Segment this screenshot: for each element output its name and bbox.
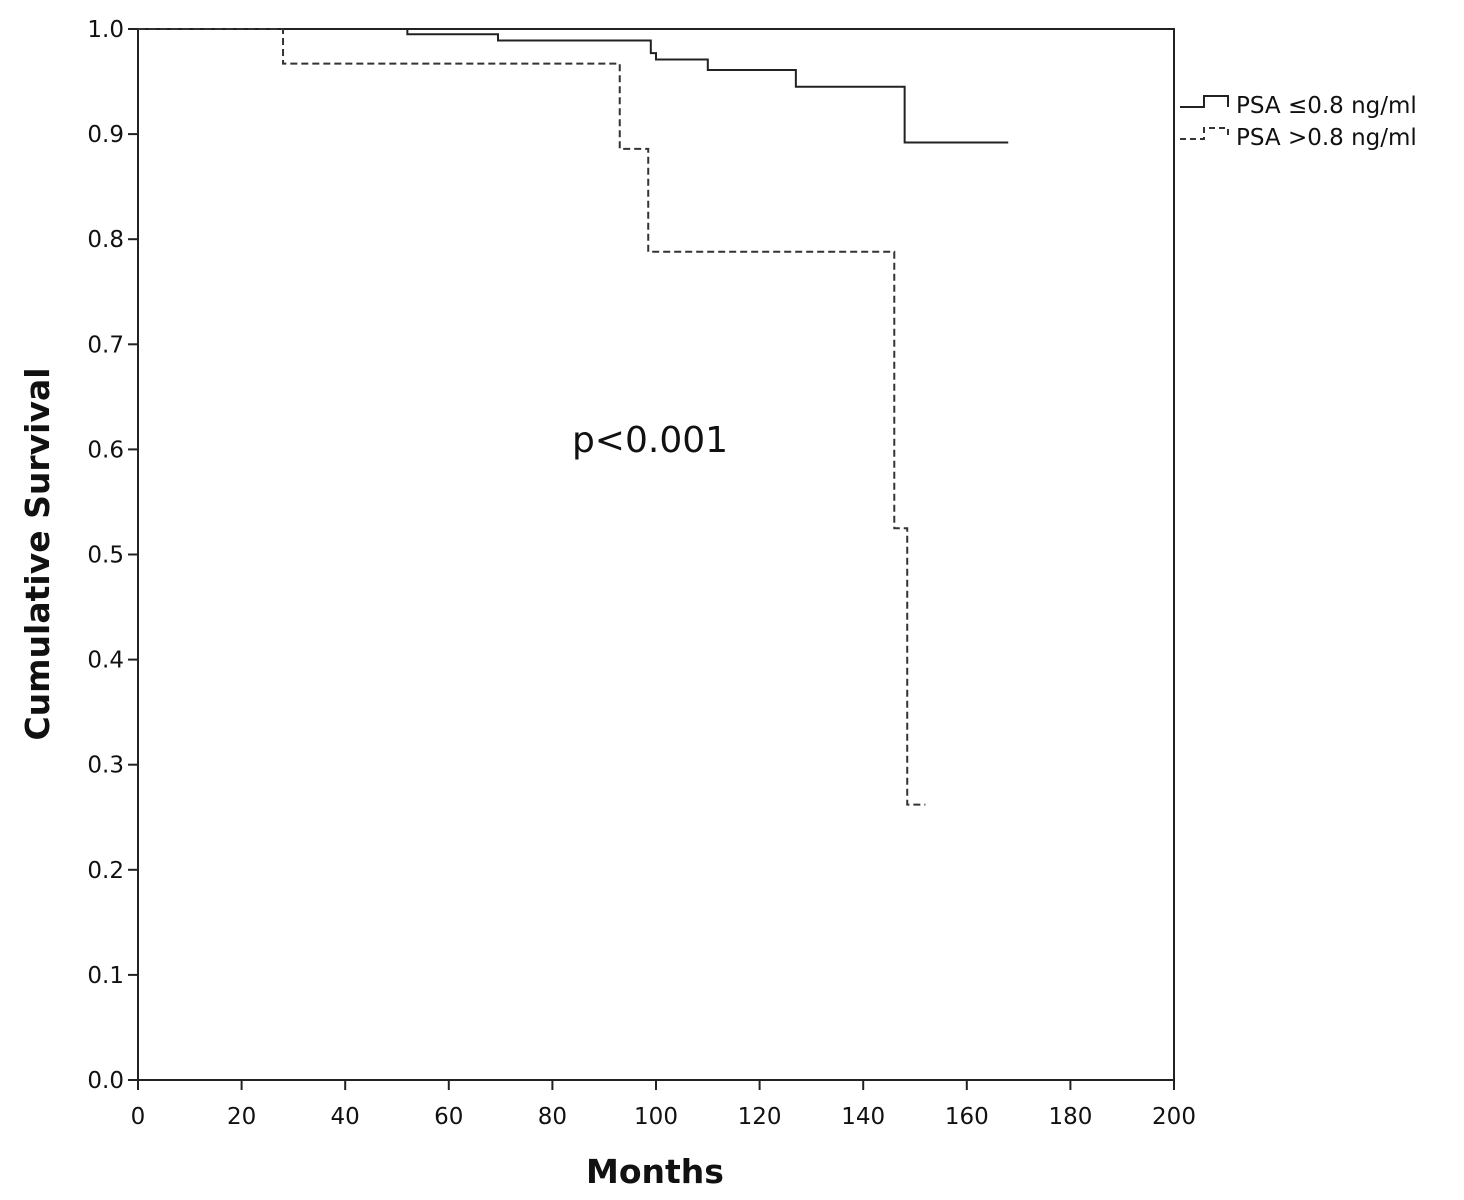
plot-frame <box>137 28 1175 1081</box>
legend-entry-2: PSA >0.8 ng/ml <box>1180 125 1417 151</box>
y-tick-label-7: 0.7 <box>87 332 124 358</box>
y-tick-label-9: 0.9 <box>87 122 124 148</box>
x-tick-label-2: 40 <box>331 1104 360 1130</box>
legend-label-2: PSA >0.8 ng/ml <box>1236 125 1417 151</box>
y-tick-label-6: 0.6 <box>87 437 124 463</box>
x-tick-label-10: 200 <box>1152 1104 1196 1130</box>
legend-swatch-2 <box>1180 127 1229 140</box>
x-axis-title: Months <box>586 1152 724 1191</box>
y-tick-label-0: 0.0 <box>87 1068 124 1094</box>
y-tick-label-4: 0.4 <box>87 648 124 674</box>
annotation-p-value: p<0.001 <box>572 420 728 461</box>
x-tick-label-7: 140 <box>841 1104 885 1130</box>
legend-label-1: PSA ≤0.8 ng/ml <box>1236 93 1417 119</box>
x-tick-label-9: 180 <box>1048 1104 1092 1130</box>
x-tick-label-0: 0 <box>131 1104 146 1130</box>
y-tick-label-10: 1.0 <box>87 17 124 43</box>
y-tick-label-5: 0.5 <box>87 543 124 569</box>
legend: PSA ≤0.8 ng/ml PSA >0.8 ng/ml <box>1180 93 1417 151</box>
legend-swatch-1 <box>1180 95 1229 108</box>
x-axis: 0 20 40 60 80 100 120 140 160 180 200 <box>131 1080 1196 1130</box>
series-line-1 <box>138 28 1009 144</box>
x-tick-label-1: 20 <box>227 1104 256 1130</box>
x-tick-label-3: 60 <box>434 1104 463 1130</box>
y-tick-label-1: 0.1 <box>87 963 124 989</box>
x-tick-label-6: 120 <box>738 1104 782 1130</box>
x-tick-label-5: 100 <box>634 1104 678 1130</box>
y-axis-title: Cumulative Survival <box>18 367 57 740</box>
x-tick-label-4: 80 <box>538 1104 567 1130</box>
y-tick-label-2: 0.2 <box>87 858 124 884</box>
y-tick-label-8: 0.8 <box>87 227 124 253</box>
legend-entry-1: PSA ≤0.8 ng/ml <box>1180 93 1417 119</box>
y-axis: 0.0 0.1 0.2 0.3 0.4 0.5 0.6 0.7 0.8 0.9 1.0 <box>87 17 138 1094</box>
x-tick-label-8: 160 <box>945 1104 989 1130</box>
series-line-2 <box>138 28 926 806</box>
series-layer <box>138 28 1009 806</box>
y-tick-label-3: 0.3 <box>87 753 124 779</box>
